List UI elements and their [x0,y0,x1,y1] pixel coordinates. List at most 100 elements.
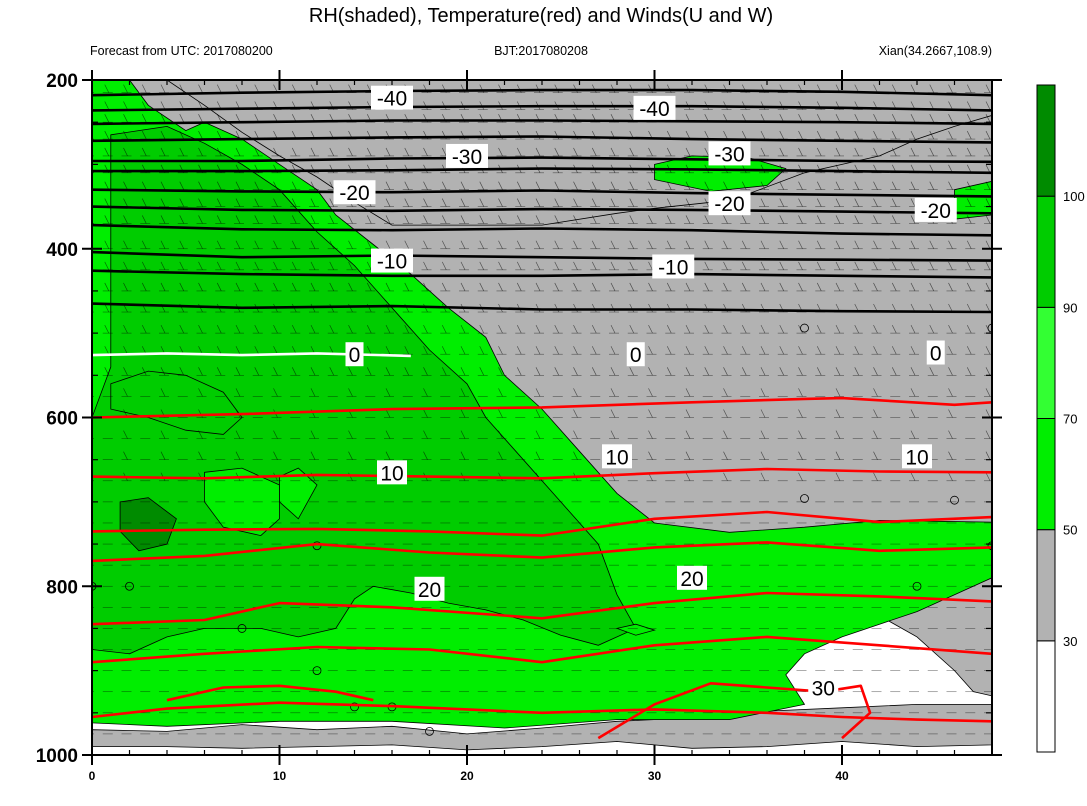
isotherm-label-text: -40 [639,98,669,121]
isotherm-label: -40 [371,85,413,111]
wind-barb-flag [985,409,991,418]
wind-barb-flag [929,147,935,157]
wind-barb-flag [835,282,841,292]
wind-barb-flag [366,261,372,270]
wind-barb-flag [385,324,391,334]
wind-barb-flag [802,80,803,81]
wind-barb-flag [652,80,653,81]
wind-barb-flag [348,147,353,157]
wind-barb-flag [929,114,935,123]
wind-barb-flag [910,388,916,397]
wind-barb-flag [254,282,260,292]
wind-barb-flag [348,215,353,224]
wind-barb-flag [460,181,466,190]
wind-barb-flag [123,215,128,224]
wind-barb-flag [835,261,841,270]
wind-barb-flag [835,181,841,190]
wind-barb-flag [854,324,860,334]
wind-barb-flag [160,324,166,334]
wind-barb-flag [798,430,803,439]
wind-barb-flag [141,240,147,249]
wind-barb-flag [385,147,391,157]
wind-barb-flag [741,282,747,292]
wind-barb-flag [108,80,109,81]
wind-barb-flag [966,198,972,207]
wind-barb-flag [86,241,90,249]
wind-barb-flag [498,261,503,270]
y-tick-label: 200 [46,71,78,92]
wind-barb-flag [216,181,222,190]
wind-barb-flag [273,430,278,439]
wind-barb-flag [370,80,372,81]
wind-barb-flag [104,261,110,270]
wind-barb-flag [235,84,241,93]
isotherm-line [92,635,992,664]
calm-wind-circle [425,726,434,736]
wind-barb-flag [741,130,747,140]
wind-barb-flag [141,114,147,123]
wind-barb-flag [891,261,897,270]
wind-barb-flag [764,80,765,81]
wind-barb-flag [86,473,90,481]
wind-barb-flag [741,261,747,270]
wind-barb-flag [910,324,916,334]
wind-barb-flag [760,472,766,481]
wind-barb-flag [329,147,335,157]
wind-barb-flag [685,240,691,249]
calm-wind-circle [800,323,809,333]
wind-barb-flag [704,324,710,334]
isotherm-line [92,302,992,314]
wind-barb-flag [460,409,466,418]
y-tick-label: 1000 [36,746,78,767]
wind-barb-flag [873,388,878,397]
wind-barb-flag [820,80,822,81]
isotherm-label: 20 [677,565,707,591]
wind-barb-flag [483,80,484,81]
wind-barb-flag [123,130,128,140]
wind-barb-flag [104,84,110,93]
wind-barb-flag [708,80,709,81]
rh-region-gray [92,704,992,751]
wind-barb-flag [86,262,90,270]
wind-barb-flag [535,388,541,397]
wind-barb-flag [104,130,110,140]
wind-barb-flag [160,261,166,270]
wind-barb-flag [498,240,503,249]
wind-barb-flag [141,367,147,376]
wind-barb-flag [86,72,90,80]
wind-barb-flag [460,367,466,376]
wind-barb-flag [535,181,541,190]
isotherm-label: -40 [633,95,676,121]
wind-barb-flag [779,282,785,292]
wind-barb-flag [873,181,878,190]
wind-barb-flag [554,261,560,270]
wind-barb-flag [760,215,766,224]
wind-barb-flag [366,240,372,249]
wind-barb-flag [404,164,410,173]
wind-barb-flag [573,430,578,439]
wind-barb-flag [216,84,222,93]
wind-barb-flag [479,198,485,207]
wind-barb-flag [460,261,466,270]
wind-barb-flag [333,80,334,81]
wind-barb-flag [910,430,916,439]
wind-barb-flag [648,181,653,190]
wind-barb-flag [891,114,897,123]
wind-barb-flag [854,346,860,355]
wind-barb-flag [610,240,616,249]
wind-barb-flag [516,215,522,224]
wind-barb-flag [629,240,635,249]
wind-barb-flag [198,430,203,439]
wind-barb-flag [554,147,560,157]
wind-barb-flag [291,324,297,334]
wind-barb-flag [573,198,578,207]
wind-barb-flag [610,147,616,157]
wind-barb-flag [760,130,766,140]
wind-barb-flag [798,130,803,140]
wind-barb-flag [123,147,128,157]
wind-barb-flag [329,215,335,224]
wind-barb-flag [404,282,410,292]
wind-barb-flag [554,181,560,190]
wind-barb-flag [873,240,878,249]
